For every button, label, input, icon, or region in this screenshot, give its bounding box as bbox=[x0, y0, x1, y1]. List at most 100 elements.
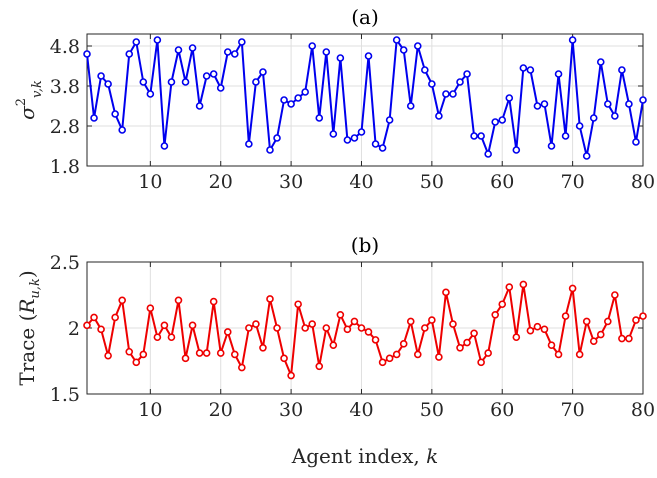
panel-b-data-point bbox=[252, 320, 260, 328]
panel-a-data-point bbox=[413, 42, 422, 50]
panel-a-data-point bbox=[146, 90, 155, 98]
panel-b-data-point bbox=[604, 317, 612, 326]
panel-b-data-point bbox=[118, 296, 126, 305]
panel-b-ylabel: Trace (Ru,k) bbox=[15, 270, 43, 385]
panel-a-data-point bbox=[245, 140, 253, 148]
panel-a-data-point bbox=[202, 72, 211, 80]
panel-b-data-point bbox=[477, 358, 485, 367]
panel-a-data-point bbox=[153, 36, 162, 44]
panel-b-data-point bbox=[97, 325, 105, 334]
panel-a-title: (a) bbox=[351, 5, 379, 29]
panel-a-chart: (a) 10 20 30 40 50 60 70 80 1.8 2.8 3.8 4.8 σ2v,k bbox=[14, 5, 655, 193]
panel-b-xlabel-symbol: k bbox=[426, 444, 438, 468]
panel-a-data-point bbox=[547, 142, 556, 150]
panel-b-data-point bbox=[83, 321, 91, 330]
panel-b-data-point bbox=[364, 328, 373, 336]
panel-a-data-point bbox=[252, 78, 260, 86]
panel-a-data-point bbox=[463, 70, 471, 78]
panel-b-ytick-label: 2 bbox=[68, 318, 80, 340]
panel-b-data-point bbox=[435, 353, 443, 361]
panel-b-data-point bbox=[449, 320, 457, 328]
panel-b-data-point bbox=[160, 321, 169, 330]
panel-b-ylabel-prefix: Trace ( bbox=[15, 314, 39, 386]
panel-b-data-point bbox=[329, 341, 338, 349]
panel-b-data-point bbox=[273, 324, 281, 332]
panel-a-ylabel: σ2v,k bbox=[14, 80, 45, 120]
panel-b-data-point bbox=[371, 336, 380, 344]
panel-a-data-point bbox=[526, 66, 535, 74]
panel-b-data-point bbox=[378, 358, 387, 367]
panel-b-xlabel: Agent index, k bbox=[291, 444, 438, 468]
panel-a-data-point bbox=[280, 96, 288, 104]
panel-b-data-point bbox=[639, 312, 647, 320]
panel-a-data-point bbox=[505, 94, 514, 102]
panel-b-data-point bbox=[561, 312, 570, 320]
panel-b-data-point bbox=[167, 333, 176, 342]
panel-a-data-point bbox=[132, 38, 141, 46]
panel-a-data-point bbox=[611, 112, 619, 120]
panel-b-data-point bbox=[618, 334, 626, 343]
panel-b-data-point bbox=[456, 343, 464, 352]
panel-a-data-point bbox=[364, 52, 373, 60]
panel-a-data-point bbox=[181, 78, 190, 86]
panel-a-data-point bbox=[421, 66, 429, 74]
panel-a-data-point bbox=[322, 48, 331, 56]
panel-b-data-point bbox=[385, 354, 394, 363]
panel-b-data-point bbox=[259, 343, 267, 352]
panel-b-title: (b) bbox=[351, 233, 379, 257]
panel-a-data-point bbox=[392, 36, 401, 44]
panel-a-data-point bbox=[625, 100, 633, 108]
panel-b-data-point bbox=[230, 350, 239, 359]
panel-a-data-point bbox=[329, 130, 338, 138]
panel-a-data-point bbox=[596, 58, 605, 66]
panel-a-data-point bbox=[259, 68, 267, 76]
panel-b-xtick-label: 10 bbox=[138, 399, 162, 421]
panel-a-data-point bbox=[632, 138, 640, 146]
panel-a-data-point bbox=[456, 78, 464, 86]
panel-a-data-point bbox=[519, 64, 528, 72]
panel-b-data-point bbox=[632, 316, 640, 324]
panel-b-ytick-label: 1.5 bbox=[50, 384, 80, 406]
panel-b-ticks: 10 20 30 40 50 60 70 80 1.5 2 2.5 bbox=[50, 252, 655, 421]
panel-a-data-point bbox=[589, 114, 598, 122]
panel-a-xtick-label: 50 bbox=[420, 171, 444, 193]
panel-a-ytick-label: 2.8 bbox=[50, 116, 80, 138]
panel-b-data-point bbox=[195, 349, 204, 357]
panel-b-data-point bbox=[238, 363, 246, 372]
panel-b-data-point bbox=[104, 351, 112, 360]
panel-a-data-point bbox=[554, 70, 563, 78]
panel-a-ytick-label: 1.8 bbox=[50, 156, 80, 178]
panel-a-data-point bbox=[350, 134, 359, 142]
panel-a-data-point bbox=[428, 80, 436, 88]
panel-a-data-point bbox=[449, 90, 457, 98]
panel-a-xtick-label: 40 bbox=[349, 171, 373, 193]
panel-a-ylabel-symbol: σ bbox=[15, 105, 39, 120]
panel-a-markers bbox=[83, 36, 647, 160]
panel-a-xtick-label: 70 bbox=[561, 171, 585, 193]
panel-b-data-point bbox=[533, 322, 542, 331]
panel-b-data-point bbox=[174, 296, 183, 305]
panel-a-data-point bbox=[104, 80, 112, 88]
panel-b-data-point bbox=[280, 354, 288, 363]
panel-b-data-point bbox=[343, 325, 352, 334]
panel-a-data-point bbox=[125, 50, 134, 58]
panel-a-series-line bbox=[86, 39, 644, 157]
panel-a-data-point bbox=[568, 36, 577, 44]
panel-a-data-point bbox=[301, 88, 309, 96]
panel-b-data-point bbox=[505, 283, 514, 291]
panel-b-data-point bbox=[484, 349, 492, 357]
panel-b-xtick-label: 70 bbox=[561, 399, 585, 421]
panel-a-data-point bbox=[618, 66, 626, 74]
panel-b-data-point bbox=[111, 313, 119, 322]
panel-a-data-point bbox=[97, 72, 105, 80]
panel-b-data-point bbox=[294, 300, 302, 309]
panel-a-data-point bbox=[604, 100, 612, 108]
panel-a-data-point bbox=[90, 114, 98, 122]
panel-b-markers bbox=[83, 280, 647, 380]
panel-a-data-point bbox=[188, 44, 197, 52]
panel-b-xlabel-prefix: Agent index, bbox=[291, 444, 426, 468]
panel-b-data-point bbox=[146, 304, 155, 313]
panel-a-xtick-label: 10 bbox=[138, 171, 162, 193]
panel-a-data-point bbox=[111, 110, 119, 118]
